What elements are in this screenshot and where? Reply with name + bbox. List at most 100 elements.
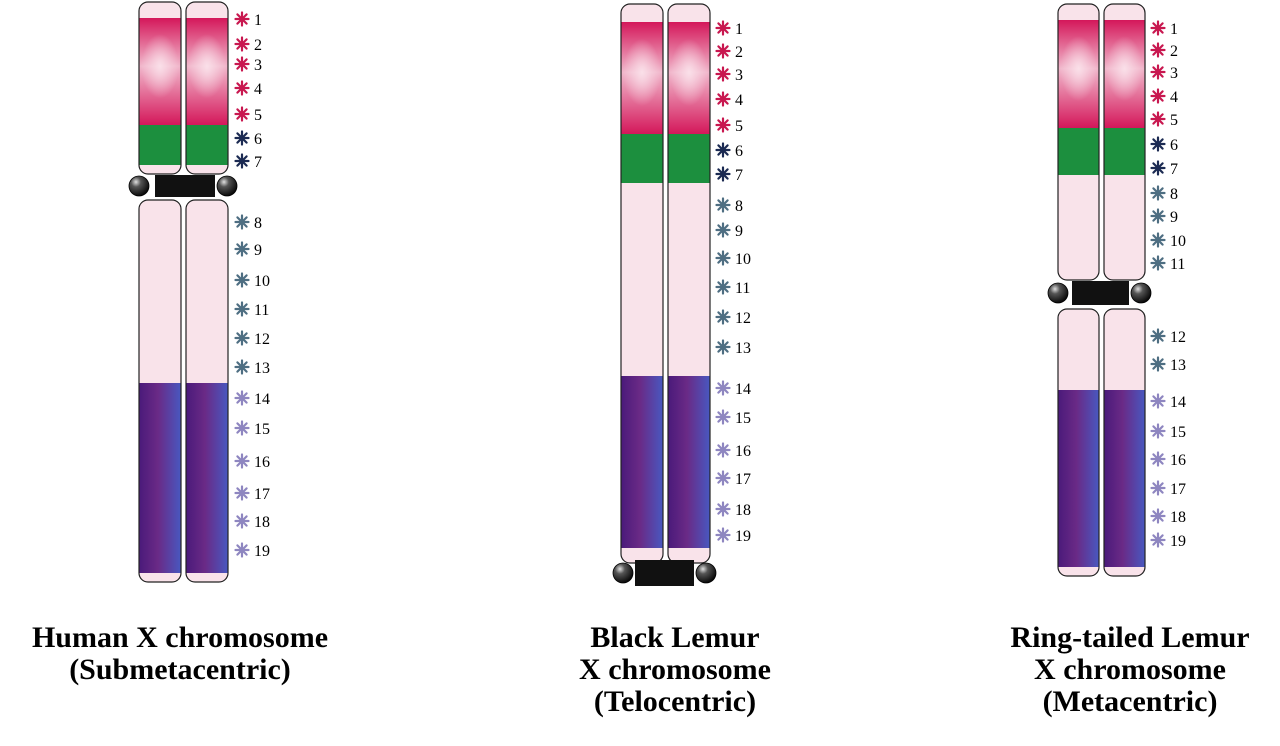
marker-item: 10 <box>1150 232 1186 250</box>
caption-line: Black Lemur <box>590 621 760 654</box>
marker-label: 13 <box>735 340 751 357</box>
marker-item: 16 <box>715 442 751 460</box>
marker-item: 11 <box>715 279 750 297</box>
marker-item: 12 <box>1150 328 1186 346</box>
marker-label: 4 <box>254 81 262 98</box>
marker-item: 6 <box>234 130 262 148</box>
marker-label: 9 <box>735 223 743 240</box>
chromatid <box>185 1 229 583</box>
asterisk-icon <box>234 56 250 72</box>
marker-item: 1 <box>715 20 743 38</box>
asterisk-icon <box>1150 356 1166 372</box>
marker-item: 12 <box>715 309 751 327</box>
asterisk-icon <box>1150 532 1166 548</box>
chromatid-bands <box>1058 4 1099 280</box>
asterisk-icon <box>715 470 731 486</box>
chromatid <box>1103 3 1146 577</box>
asterisk-icon <box>234 214 250 230</box>
band-green <box>186 125 228 165</box>
marker-item: 1 <box>1150 20 1178 38</box>
marker-item: 12 <box>234 330 270 348</box>
marker-label: 1 <box>735 21 743 38</box>
caption-line: (Telocentric) <box>593 685 757 718</box>
band-green <box>621 134 663 183</box>
marker-label: 19 <box>254 543 270 560</box>
asterisk-icon <box>1150 255 1166 271</box>
marker-item: 15 <box>715 409 751 427</box>
marker-item: 16 <box>1150 451 1186 469</box>
band-pink <box>1104 175 1145 280</box>
asterisk-icon <box>715 166 731 182</box>
marker-label: 11 <box>1170 256 1185 273</box>
chromosome-black-lemur <box>612 3 717 586</box>
asterisk-icon <box>1150 423 1166 439</box>
marker-label: 18 <box>735 502 751 519</box>
marker-item: 13 <box>234 359 270 377</box>
caption-line: Ring-tailed Lemur <box>1010 621 1250 654</box>
marker-item: 5 <box>234 106 262 124</box>
marker-item: 4 <box>234 80 262 98</box>
marker-label: 15 <box>1170 424 1186 441</box>
band-purple <box>1058 390 1099 567</box>
marker-item: 13 <box>1150 356 1186 374</box>
marker-label: 2 <box>254 37 262 54</box>
band-pink <box>186 2 228 18</box>
marker-item: 1 <box>234 11 262 29</box>
band-green <box>139 125 181 165</box>
marker-item: 14 <box>234 390 270 408</box>
band-pink <box>1104 309 1145 390</box>
caption-black-lemur: Black Lemur X chromosome (Telocentric) <box>515 622 835 718</box>
asterisk-icon <box>234 272 250 288</box>
marker-item: 10 <box>715 250 751 268</box>
marker-item: 2 <box>234 36 262 54</box>
band-pink <box>1058 567 1099 576</box>
marker-label: 14 <box>1170 394 1186 411</box>
marker-label: 4 <box>1170 89 1178 106</box>
band-highlight <box>623 38 661 106</box>
marker-label: 17 <box>735 471 751 488</box>
marker-label: 13 <box>254 360 270 377</box>
centromere-knob <box>128 175 150 197</box>
marker-label: 12 <box>735 310 751 327</box>
chromatid-bands <box>186 2 228 174</box>
marker-label: 14 <box>735 381 751 398</box>
asterisk-icon <box>234 420 250 436</box>
chromatid-bands <box>186 200 228 582</box>
band-pink <box>186 573 228 582</box>
chromatid <box>1057 3 1100 577</box>
asterisk-icon <box>1150 64 1166 80</box>
band-pink <box>186 165 228 174</box>
asterisk-icon <box>1150 451 1166 467</box>
marker-label: 17 <box>254 486 270 503</box>
marker-item: 7 <box>234 153 262 171</box>
chromatid-outline <box>138 1 182 175</box>
asterisk-icon <box>715 501 731 517</box>
band-purple <box>139 383 181 573</box>
asterisk-icon <box>715 339 731 355</box>
marker-item: 18 <box>1150 508 1186 526</box>
chromatid-bands <box>139 2 181 174</box>
band-pink <box>139 165 181 174</box>
marker-item: 9 <box>234 241 262 259</box>
asterisk-icon <box>1150 393 1166 409</box>
marker-label: 15 <box>735 410 751 427</box>
marker-label: 4 <box>735 92 743 109</box>
marker-item: 7 <box>715 166 743 184</box>
marker-item: 2 <box>715 43 743 61</box>
chromatid-bands <box>621 4 663 563</box>
marker-label: 1 <box>254 12 262 29</box>
marker-label: 19 <box>1170 533 1186 550</box>
marker-label: 3 <box>254 57 262 74</box>
band-pink <box>1058 4 1099 20</box>
asterisk-icon <box>715 309 731 325</box>
band-highlight <box>1106 36 1143 101</box>
marker-label: 3 <box>1170 65 1178 82</box>
marker-item: 7 <box>1150 160 1178 178</box>
marker-label: 10 <box>735 251 751 268</box>
marker-item: 9 <box>715 222 743 240</box>
asterisk-icon <box>715 527 731 543</box>
band-pink <box>621 183 663 376</box>
marker-item: 14 <box>1150 393 1186 411</box>
band-highlight <box>141 34 179 99</box>
asterisk-icon <box>1150 20 1166 36</box>
